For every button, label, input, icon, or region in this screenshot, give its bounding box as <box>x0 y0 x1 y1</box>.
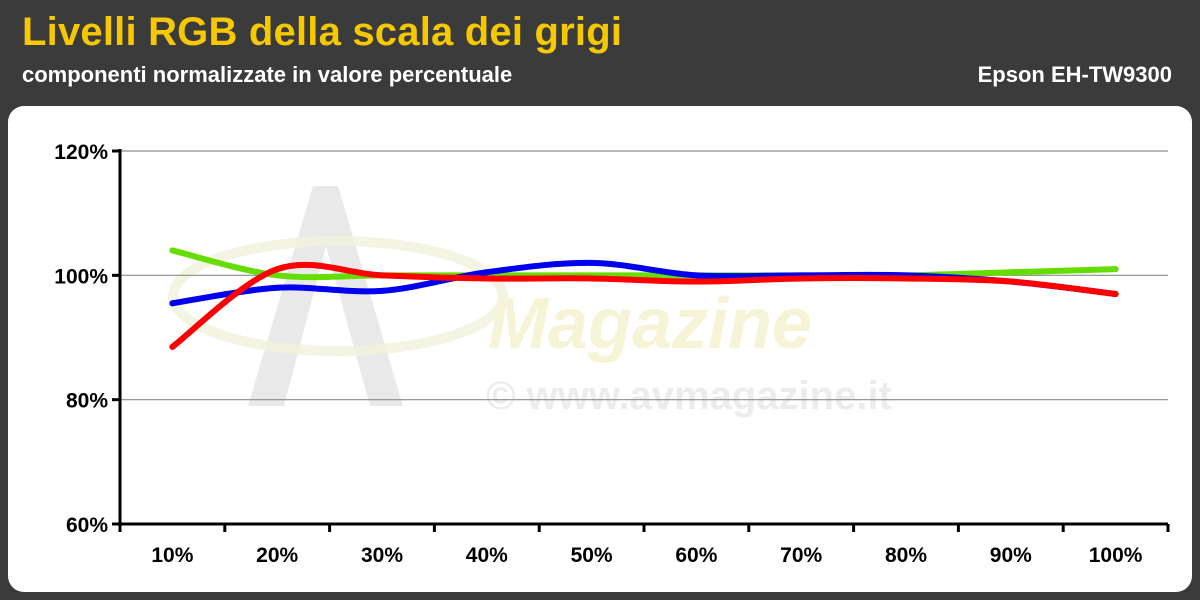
series-point <box>274 284 281 291</box>
y-tick-label: 60% <box>66 514 108 537</box>
series-point <box>588 275 595 282</box>
series-point <box>588 259 595 266</box>
watermark-logo-shape <box>248 186 403 406</box>
watermark-brand: Magazine <box>488 284 812 364</box>
chart-title: Livelli RGB della scala dei grigi <box>22 10 623 54</box>
watermark: Magazine © www.avmagazine.it <box>168 186 892 418</box>
chart-header: Livelli RGB della scala dei grigi compon… <box>0 0 1200 100</box>
series-point <box>379 287 385 294</box>
series-point <box>274 266 281 273</box>
series-red-line <box>169 261 1119 350</box>
series-point <box>798 275 805 282</box>
series-point <box>274 272 281 279</box>
x-tick-label: 30% <box>361 544 403 567</box>
series-point <box>169 247 176 254</box>
device-model-label: Epson EH-TW9300 <box>977 62 1172 87</box>
series-point <box>483 269 490 276</box>
series-point <box>1007 269 1014 276</box>
x-tick-label: 60% <box>675 544 717 567</box>
series-point <box>169 300 176 307</box>
series-point <box>483 275 490 282</box>
series-point <box>169 343 176 350</box>
series-point <box>903 275 909 282</box>
axes-layer: 60% 80% 100% 120% 10% 20% 30% 40% 50% 60% 70% 80% 90… <box>54 141 1170 567</box>
x-tick-label: 100% <box>1089 544 1143 567</box>
series-point <box>1112 266 1119 273</box>
series-green-line <box>169 247 1119 281</box>
x-tick-label: 50% <box>571 544 613 567</box>
series-point <box>693 278 700 285</box>
x-tick-label: 90% <box>990 544 1032 567</box>
x-tick-label: 70% <box>780 544 822 567</box>
y-tick-label: 120% <box>54 141 108 164</box>
chart-subtitle: componenti normalizzate in valore percen… <box>22 62 513 87</box>
series-layer <box>169 247 1119 350</box>
y-tick-label: 80% <box>66 390 108 413</box>
x-tick-label: 40% <box>466 544 508 567</box>
chart-panel: Magazine © www.avmagazine.it 60% 80% 100% 1… <box>8 106 1192 592</box>
series-point <box>1007 278 1014 285</box>
series-point <box>693 272 700 279</box>
series-point <box>1112 290 1119 297</box>
x-tick-label: 10% <box>151 544 193 567</box>
chart-svg: Magazine © www.avmagazine.it 60% 80% 100% 1… <box>54 141 1170 567</box>
watermark-swoosh <box>168 236 508 356</box>
series-point <box>379 272 385 279</box>
x-tick-label: 20% <box>256 544 298 567</box>
y-tick-label: 100% <box>54 265 108 288</box>
watermark-url: © www.avmagazine.it <box>486 374 892 418</box>
x-tick-label: 80% <box>885 544 927 567</box>
